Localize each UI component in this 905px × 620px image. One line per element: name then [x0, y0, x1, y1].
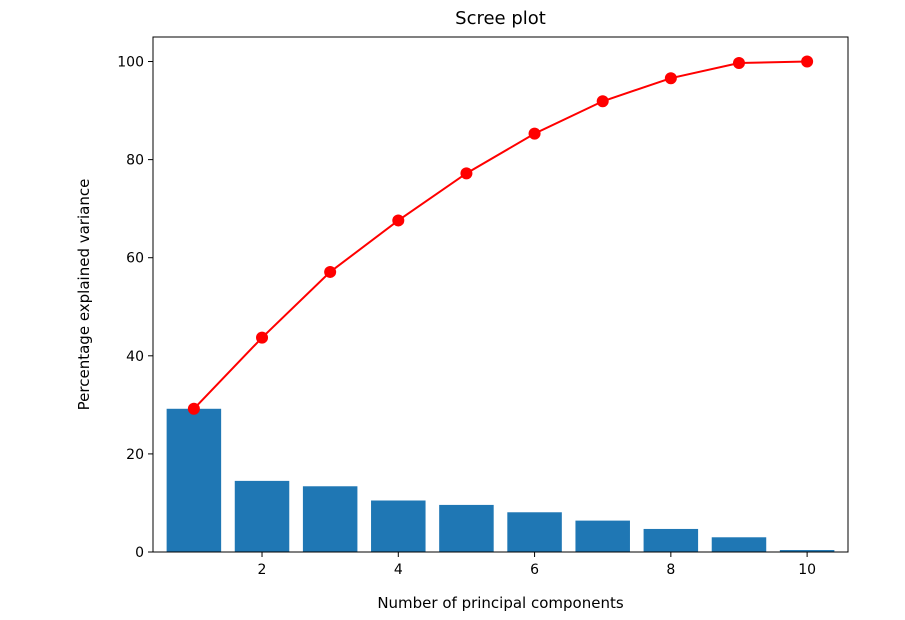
cumulative-point-2 — [256, 331, 269, 344]
cumulative-point-9 — [732, 56, 745, 69]
x-axis-title: Number of principal components — [377, 594, 624, 612]
chart-title: Scree plot — [455, 8, 546, 29]
bar-component-8 — [643, 528, 699, 552]
y-tick-label: 60 — [126, 251, 144, 267]
cumulative-variance-line — [193, 60, 808, 410]
bar-component-9 — [711, 537, 767, 552]
bar-component-6 — [507, 512, 562, 552]
y-tick-label: 80 — [126, 153, 144, 169]
bars-layer — [166, 408, 835, 552]
y-tick-label: 100 — [117, 55, 144, 71]
cumulative-point-4 — [392, 214, 405, 227]
y-axis-title: Percentage explained variance — [75, 179, 93, 411]
cumulative-point-7 — [596, 95, 609, 108]
cumulative-point-1 — [187, 402, 200, 415]
bar-component-3 — [302, 486, 358, 552]
cumulative-point-5 — [460, 167, 473, 180]
x-tick-label: 6 — [530, 562, 539, 578]
cumulative-point-3 — [324, 265, 337, 278]
bar-component-1 — [166, 408, 222, 552]
cumulative-point-8 — [664, 72, 677, 85]
x-tick-label: 8 — [666, 562, 675, 578]
x-axis-ticks: 2 4 6 8 10 — [258, 552, 816, 578]
plot-frame — [152, 36, 849, 553]
cumulative-point-6 — [528, 127, 541, 140]
y-tick-label: 40 — [126, 349, 144, 365]
x-tick-label: 4 — [394, 562, 403, 578]
x-tick-label: 2 — [258, 562, 267, 578]
bar-component-4 — [371, 500, 426, 552]
bar-component-7 — [575, 520, 630, 552]
y-axis-ticks: 0 20 40 60 80 100 — [117, 55, 153, 561]
bar-component-5 — [439, 504, 494, 552]
x-tick-label: 10 — [798, 562, 816, 578]
y-tick-label: 20 — [126, 447, 144, 463]
cumulative-line-layer — [187, 55, 814, 415]
cumulative-point-10 — [801, 55, 814, 68]
y-tick-label: 0 — [135, 545, 144, 561]
bar-component-2 — [234, 480, 290, 552]
bar-component-10 — [779, 550, 835, 552]
